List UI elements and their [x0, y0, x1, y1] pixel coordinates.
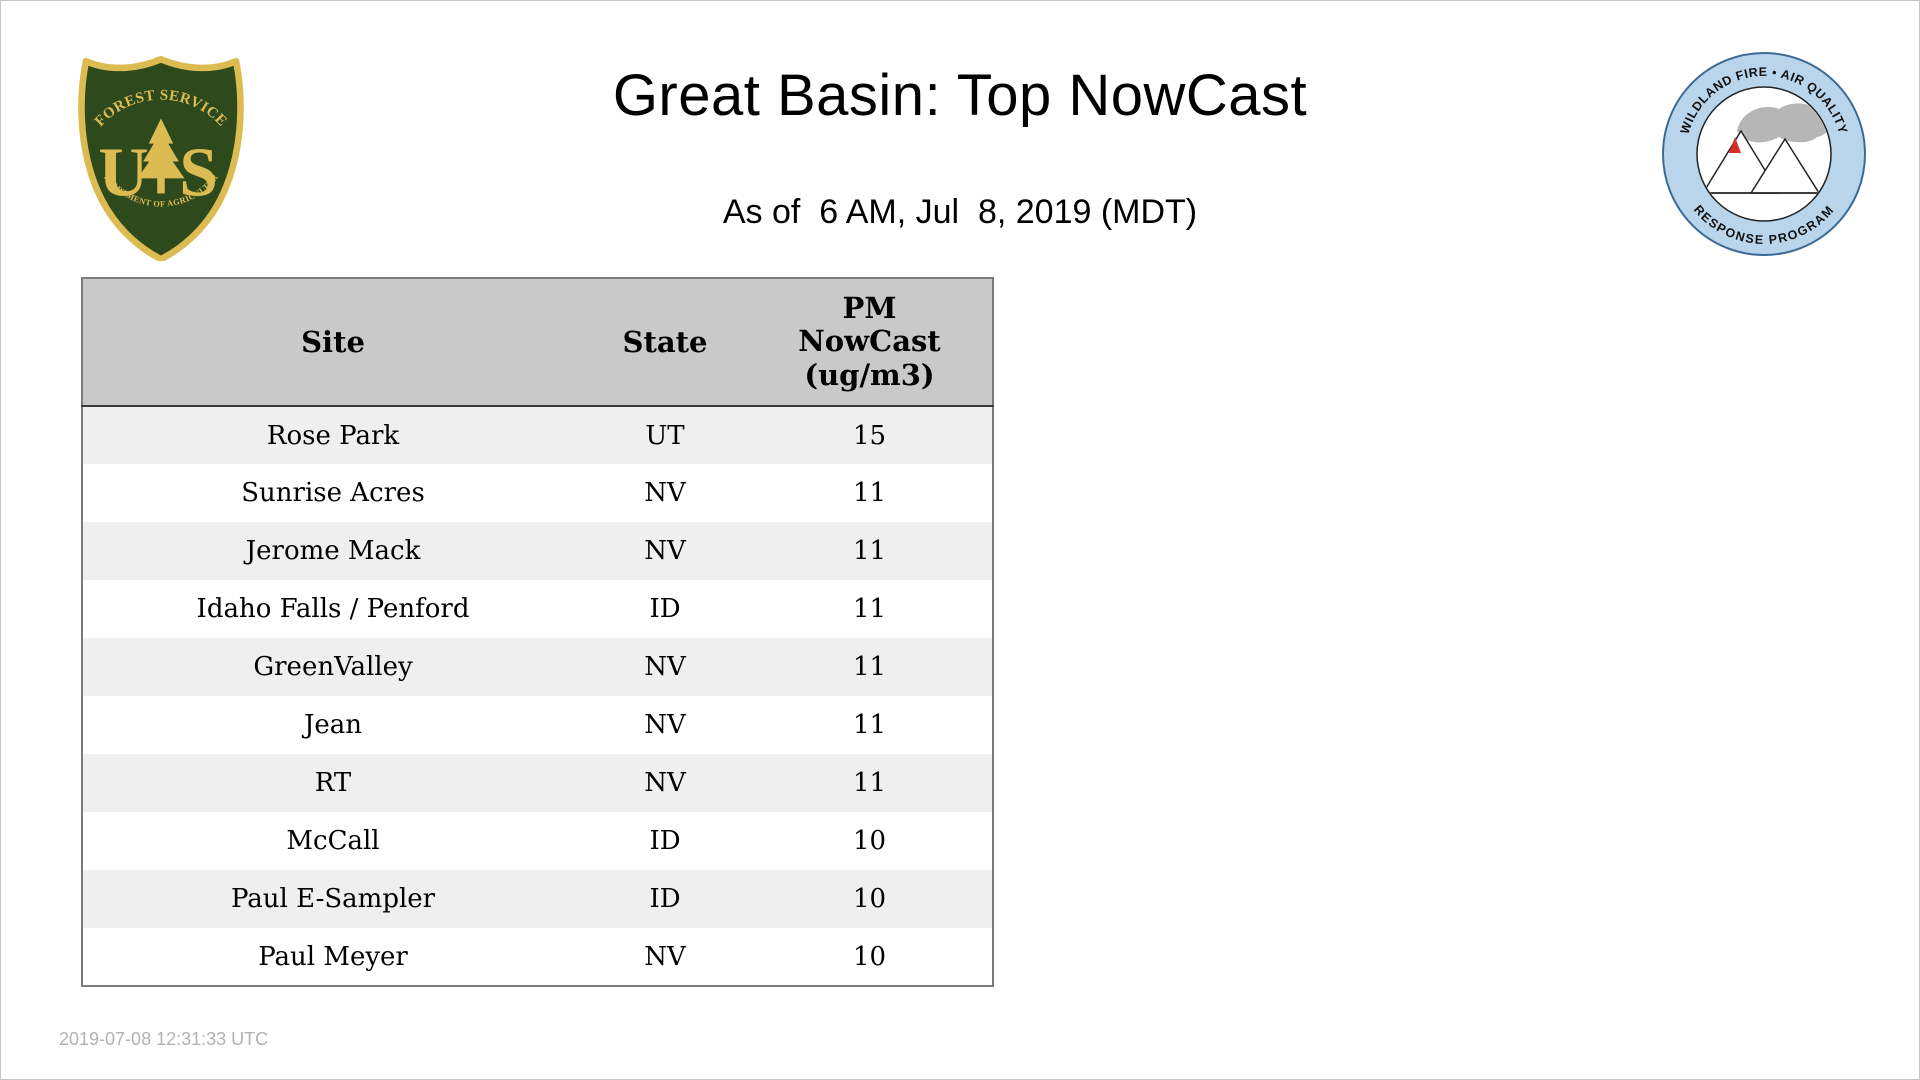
cell-site: McCall — [286, 826, 380, 856]
cell-state: NV — [644, 652, 686, 682]
cell-state: NV — [644, 536, 686, 566]
cell-pm: 10 — [852, 826, 887, 856]
page-subtitle: As of 6 AM, Jul 8, 2019 (MDT) — [722, 193, 1198, 231]
cell-pm: 11 — [852, 536, 887, 566]
table-row: Paul E-Sampler ID 10 — [82, 870, 993, 928]
table-row: Jerome Mack NV 11 — [82, 522, 993, 580]
pine-tree-icon — [137, 118, 185, 194]
cell-state: ID — [649, 826, 681, 856]
column-header-state: State — [583, 278, 748, 407]
cell-pm: 11 — [852, 768, 887, 798]
cell-state: NV — [644, 941, 686, 972]
nowcast-table: Site State PM NowCast (ug/m3) Rose Park U… — [81, 277, 994, 987]
cell-site: Jean — [303, 710, 363, 740]
cell-site: RT — [314, 768, 352, 798]
cell-site: Rose Park — [266, 420, 400, 451]
cell-pm: 11 — [852, 652, 887, 682]
cell-state: UT — [645, 420, 685, 451]
table-row: Paul Meyer NV 10 — [82, 928, 993, 986]
cell-site: GreenValley — [253, 652, 413, 682]
cell-site: Jerome Mack — [245, 536, 421, 566]
cell-state: ID — [649, 594, 681, 624]
cell-state: ID — [649, 884, 681, 914]
cell-site: Paul Meyer — [258, 941, 408, 972]
flame-icon — [1729, 137, 1741, 153]
cell-pm: 10 — [852, 884, 887, 914]
cell-pm: 11 — [852, 594, 887, 624]
cell-pm: 11 — [852, 710, 887, 740]
table-row: Jean NV 11 — [82, 696, 993, 754]
air-quality-program-logo: WILDLAND FIRE • AIR QUALITY RESPONSE PRO… — [1662, 52, 1866, 256]
table-row: RT NV 11 — [82, 754, 993, 812]
nowcast-table-body: Rose Park UT 15 Sunrise Acres NV 11 Jerome Mac… — [82, 406, 993, 986]
fs-monogram-s: S — [179, 134, 218, 211]
table-header-row: Site State PM NowCast (ug/m3) — [82, 278, 993, 407]
generated-timestamp: 2019-07-08 12:31:33 UTC — [59, 1029, 269, 1049]
cell-site: Sunrise Acres — [241, 478, 425, 508]
column-header-pm-nowcast: PM NowCast (ug/m3) — [747, 278, 993, 407]
table-row: Sunrise Acres NV 11 — [82, 464, 993, 522]
smoke-icon — [1737, 103, 1829, 143]
cell-pm: 11 — [852, 478, 887, 508]
cell-state: NV — [644, 478, 686, 508]
cell-site: Idaho Falls / Penford — [196, 594, 470, 624]
cell-state: NV — [644, 710, 686, 740]
page-title: Great Basin: Top NowCast — [612, 63, 1308, 128]
cell-pm: 10 — [852, 941, 887, 972]
cell-site: Paul E-Sampler — [230, 884, 436, 914]
cell-pm: 15 — [852, 420, 887, 451]
forest-service-logo: FOREST SERVICE U S DEPARTMENT OF AGRICUL… — [67, 47, 244, 261]
table-row: GreenValley NV 11 — [82, 638, 993, 696]
column-header-site: Site — [82, 278, 584, 407]
table-row: Idaho Falls / Penford ID 11 — [82, 580, 993, 638]
fs-monogram-u: U — [98, 134, 148, 211]
cell-state: NV — [644, 768, 686, 798]
table-row: Rose Park UT 15 — [82, 406, 993, 464]
logo-inner-circle — [1696, 86, 1832, 222]
table-row: McCall ID 10 — [82, 812, 993, 870]
